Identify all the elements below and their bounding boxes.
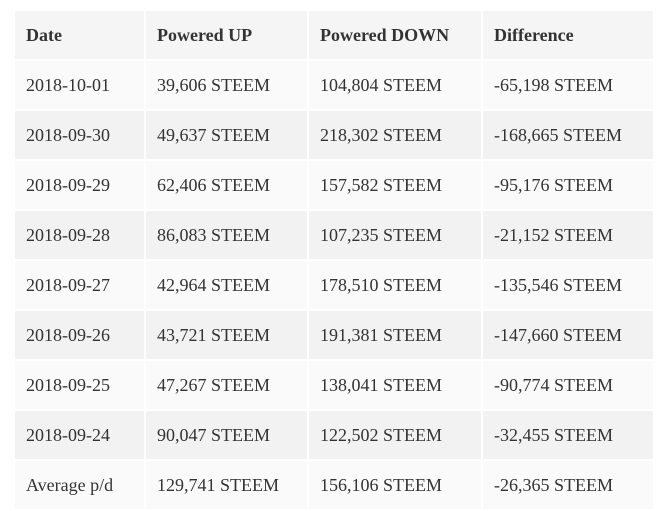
- cell-date: 2018-09-27: [15, 261, 146, 311]
- cell-difference: -168,665 STEEM: [483, 111, 653, 161]
- table-row: 2018-09-29 62,406 STEEM 157,582 STEEM -9…: [15, 161, 653, 211]
- cell-date: 2018-09-24: [15, 411, 146, 461]
- cell-powered-down: 191,381 STEEM: [309, 311, 483, 361]
- cell-powered-down: 157,582 STEEM: [309, 161, 483, 211]
- cell-difference: -65,198 STEEM: [483, 61, 653, 111]
- cell-date: 2018-09-25: [15, 361, 146, 411]
- header-powered-up: Powered UP: [146, 11, 309, 61]
- cell-powered-up: 43,721 STEEM: [146, 311, 309, 361]
- cell-powered-down: 218,302 STEEM: [309, 111, 483, 161]
- table-row: 2018-10-01 39,606 STEEM 104,804 STEEM -6…: [15, 61, 653, 111]
- powerup-powerdown-table: Date Powered UP Powered DOWN Difference …: [15, 11, 653, 511]
- cell-difference: -32,455 STEEM: [483, 411, 653, 461]
- cell-difference: -135,546 STEEM: [483, 261, 653, 311]
- cell-difference: -147,660 STEEM: [483, 311, 653, 361]
- cell-average-label: Average p/d: [15, 461, 146, 511]
- cell-powered-up: 129,741 STEEM: [146, 461, 309, 511]
- header-date: Date: [15, 11, 146, 61]
- table-row: 2018-09-30 49,637 STEEM 218,302 STEEM -1…: [15, 111, 653, 161]
- cell-powered-up: 39,606 STEEM: [146, 61, 309, 111]
- table-row: 2018-09-24 90,047 STEEM 122,502 STEEM -3…: [15, 411, 653, 461]
- cell-powered-up: 90,047 STEEM: [146, 411, 309, 461]
- table-header-row: Date Powered UP Powered DOWN Difference: [15, 11, 653, 61]
- table-row: 2018-09-26 43,721 STEEM 191,381 STEEM -1…: [15, 311, 653, 361]
- powerup-table-container: Date Powered UP Powered DOWN Difference …: [15, 11, 653, 511]
- cell-powered-up: 42,964 STEEM: [146, 261, 309, 311]
- table-row: 2018-09-28 86,083 STEEM 107,235 STEEM -2…: [15, 211, 653, 261]
- table-row-average: Average p/d 129,741 STEEM 156,106 STEEM …: [15, 461, 653, 511]
- cell-powered-down: 107,235 STEEM: [309, 211, 483, 261]
- header-powered-down: Powered DOWN: [309, 11, 483, 61]
- header-difference: Difference: [483, 11, 653, 61]
- cell-date: 2018-09-29: [15, 161, 146, 211]
- cell-date: 2018-09-28: [15, 211, 146, 261]
- cell-powered-up: 62,406 STEEM: [146, 161, 309, 211]
- cell-powered-down: 178,510 STEEM: [309, 261, 483, 311]
- cell-date: 2018-09-30: [15, 111, 146, 161]
- cell-difference: -21,152 STEEM: [483, 211, 653, 261]
- cell-powered-up: 49,637 STEEM: [146, 111, 309, 161]
- table-row: 2018-09-25 47,267 STEEM 138,041 STEEM -9…: [15, 361, 653, 411]
- cell-difference: -95,176 STEEM: [483, 161, 653, 211]
- cell-date: 2018-10-01: [15, 61, 146, 111]
- cell-powered-up: 86,083 STEEM: [146, 211, 309, 261]
- cell-difference: -26,365 STEEM: [483, 461, 653, 511]
- table-row: 2018-09-27 42,964 STEEM 178,510 STEEM -1…: [15, 261, 653, 311]
- cell-powered-up: 47,267 STEEM: [146, 361, 309, 411]
- cell-powered-down: 156,106 STEEM: [309, 461, 483, 511]
- cell-powered-down: 104,804 STEEM: [309, 61, 483, 111]
- cell-difference: -90,774 STEEM: [483, 361, 653, 411]
- cell-date: 2018-09-26: [15, 311, 146, 361]
- cell-powered-down: 138,041 STEEM: [309, 361, 483, 411]
- cell-powered-down: 122,502 STEEM: [309, 411, 483, 461]
